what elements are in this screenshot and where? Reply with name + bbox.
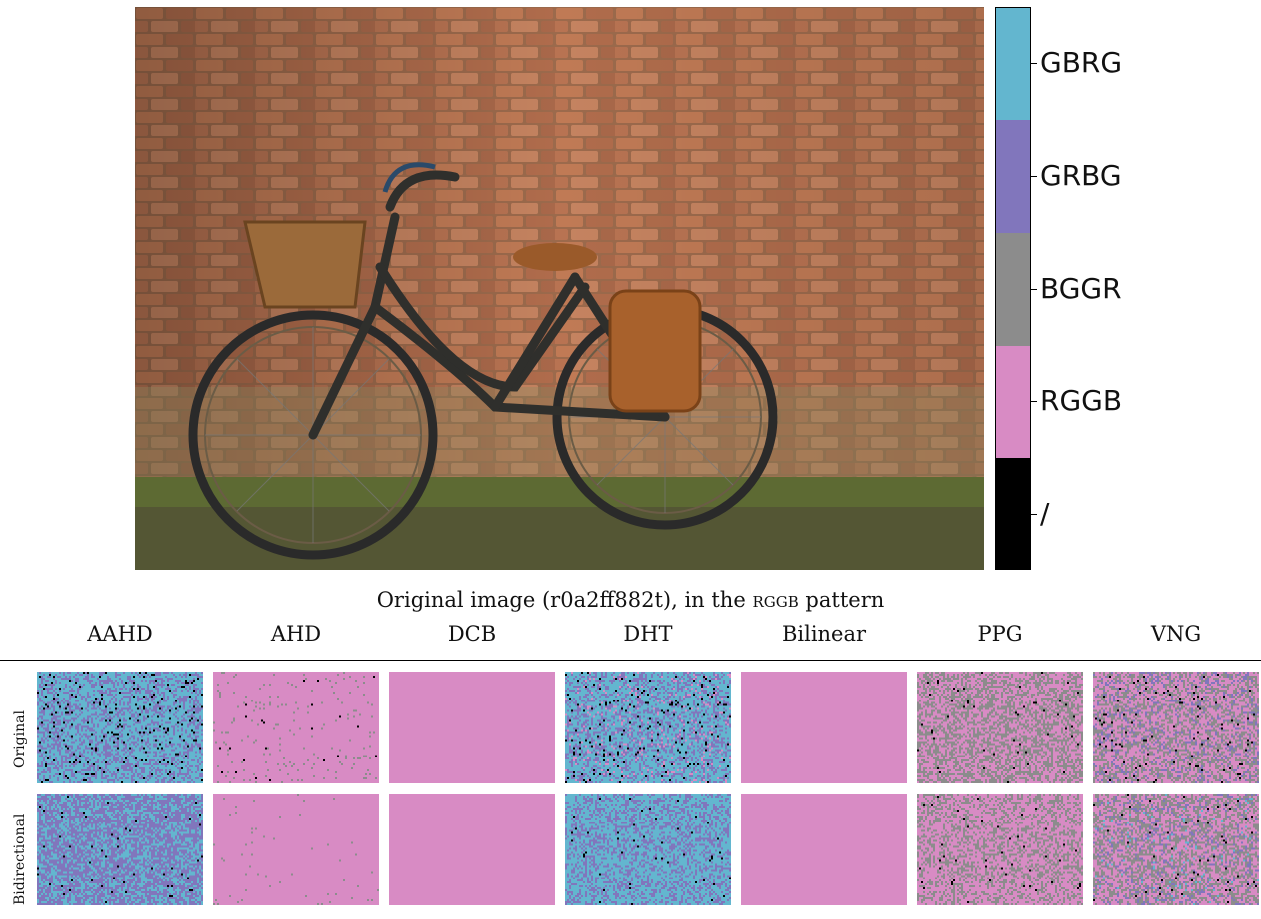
tile-original-dht <box>565 672 731 783</box>
tile-bidirectional-ppg <box>917 794 1083 905</box>
tile-original-vng <box>1093 672 1259 783</box>
tile-bidirectional-bilinear <box>741 794 907 905</box>
column-header-ahd: AHD <box>270 622 322 646</box>
tile-bidirectional-ahd <box>213 794 379 905</box>
pattern-map <box>389 794 555 905</box>
pattern-map <box>1093 794 1259 905</box>
colorbar-tick <box>1031 514 1037 515</box>
colorbar-label-gbrg: GBRG <box>1040 46 1123 79</box>
tile-bidirectional-vng <box>1093 794 1259 905</box>
pattern-map <box>1093 672 1259 783</box>
colorbar-tick <box>1031 63 1037 64</box>
colorbar-label-rggb: RGGB <box>1040 384 1123 417</box>
pattern-map <box>917 794 1083 905</box>
tile-original-bilinear <box>741 672 907 783</box>
tile-original-ppg <box>917 672 1083 783</box>
tile-bidirectional-dht <box>565 794 731 905</box>
caption-suffix: pattern <box>805 588 885 612</box>
pattern-map <box>917 672 1083 783</box>
bicycle-photo-drawing <box>135 7 984 570</box>
colorbar-tick <box>1031 289 1037 290</box>
colorbar-segment-grbg <box>996 120 1030 233</box>
column-header-vng: VNG <box>1150 622 1202 646</box>
colorbar-label-none: / <box>1040 497 1050 530</box>
pattern-map <box>741 672 907 783</box>
tile-bidirectional-dcb <box>389 794 555 905</box>
pattern-map <box>741 794 907 905</box>
column-header-ppg: PPG <box>977 622 1023 646</box>
pattern-map <box>37 672 203 783</box>
colorbar-segment-bggr <box>996 233 1030 346</box>
column-header-bilinear: Bilinear <box>781 622 867 646</box>
tile-original-ahd <box>213 672 379 783</box>
tile-original-dcb <box>389 672 555 783</box>
colorbar-tick <box>1031 401 1037 402</box>
pattern-map <box>213 794 379 905</box>
pattern-map <box>213 672 379 783</box>
colorbar-tick <box>1031 176 1037 177</box>
pattern-map <box>565 672 731 783</box>
colorbar-segment-gbrg <box>996 8 1030 120</box>
row-label-original: Original <box>12 710 28 768</box>
header-rule <box>0 660 1261 661</box>
tile-bidirectional-aahd <box>37 794 203 905</box>
pattern-map <box>37 794 203 905</box>
colorbar-label-bggr: BGGR <box>1040 272 1122 305</box>
figure-caption: Original image (r0a2ff882t), in the rggb… <box>0 588 1261 612</box>
pattern-map <box>565 794 731 905</box>
colorbar-segment-none <box>996 458 1030 569</box>
pattern-colorbar <box>995 7 1031 570</box>
column-header-dht: DHT <box>623 622 673 646</box>
colorbar-segment-rggb <box>996 346 1030 458</box>
caption-pattern: rggb <box>752 588 799 612</box>
row-label-bidirectional: Bidirectional <box>12 813 28 905</box>
column-header-dcb: DCB <box>447 622 497 646</box>
tile-original-aahd <box>37 672 203 783</box>
colorbar-label-grbg: GRBG <box>1040 159 1122 192</box>
bicycle-photo <box>135 7 984 570</box>
pattern-map <box>389 672 555 783</box>
column-header-aahd: AAHD <box>87 622 153 646</box>
caption-prefix: Original image (r0a2ff882t), in the <box>376 588 746 612</box>
